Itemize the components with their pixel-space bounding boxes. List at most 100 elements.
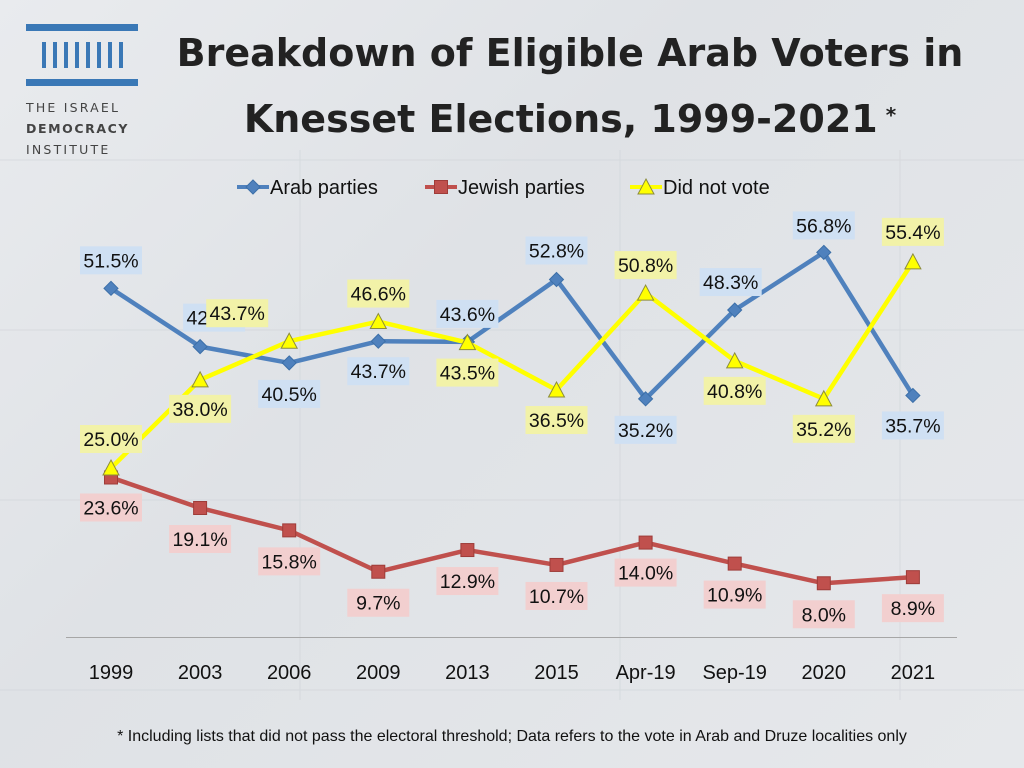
chart-title: Breakdown of Eligible Arab Voters in Kne…: [150, 22, 990, 150]
x-tick-label: Sep-19: [702, 662, 767, 684]
data-label: 25.0%: [83, 429, 138, 451]
data-point: [816, 576, 831, 591]
data-labels: 51.5%42.9%40.5%43.7%43.6%52.8%35.2%48.3%…: [80, 211, 944, 444]
data-label-background: [80, 493, 142, 522]
data-label-background: [169, 525, 232, 554]
data-point: [191, 370, 209, 388]
logo-line-3: INSTITUTE: [26, 142, 111, 157]
data-label-background: [881, 411, 944, 440]
data-point: [638, 535, 653, 550]
data-label: 35.2%: [796, 419, 851, 441]
data-label-background: [169, 394, 232, 423]
data-point: [637, 391, 654, 407]
data-label: 10.7%: [529, 586, 584, 608]
data-label-background: [699, 268, 762, 297]
data-label-background: [614, 558, 677, 587]
data-point: [636, 284, 655, 301]
idi-logo: THE ISRAEL DEMOCRACY INSTITUTE: [26, 24, 141, 160]
logo-line-2: DEMOCRACY: [26, 121, 130, 136]
x-tick-label: 2015: [534, 662, 579, 684]
data-label-background: [347, 588, 410, 617]
data-point: [725, 351, 744, 369]
data-label: 40.8%: [707, 381, 762, 403]
data-point: [905, 570, 920, 585]
data-label: 51.5%: [83, 250, 138, 272]
data-point: [193, 501, 208, 516]
x-tick-label: 2013: [445, 662, 490, 684]
data-point: [460, 543, 475, 558]
data-point: [102, 458, 120, 476]
data-point: [192, 338, 208, 355]
data-point: [727, 556, 742, 571]
data-label-background: [80, 246, 142, 275]
data-label: 10.9%: [707, 585, 762, 607]
data-point: [549, 557, 564, 572]
data-label: 55.4%: [885, 222, 940, 244]
footnote: * Including lists that did not pass the …: [117, 728, 907, 745]
data-point: [282, 523, 297, 538]
chart-title-line-2: Knesset Elections, 1999-2021: [243, 97, 878, 141]
data-point: [814, 389, 833, 407]
data-label: 14.0%: [618, 563, 673, 585]
x-tick-label: 1999: [89, 662, 134, 684]
legend-marker-diamond: [245, 179, 261, 195]
data-label: 36.5%: [529, 410, 584, 432]
data-point: [547, 380, 566, 398]
data-label-background: [792, 600, 855, 629]
data-label: 8.0%: [802, 604, 846, 626]
data-label-background: [258, 547, 321, 576]
data-label: 15.8%: [262, 551, 317, 573]
data-label-background: [881, 594, 944, 623]
data-labels: 23.6% 19.1% 15.8% 9.7% 12.9% 10.7% 14.0% 10.9% 8…: [80, 493, 944, 629]
x-tick-label: 2003: [178, 662, 223, 684]
data-label: 46.6%: [351, 284, 406, 306]
series-did-not-vote: [102, 252, 922, 476]
data-label: 38.0%: [172, 399, 227, 421]
chart-legend: Arab parties Jewish parties Did not vote: [237, 177, 770, 199]
data-label-background: [703, 376, 766, 405]
data-point: [281, 355, 297, 371]
data-point: [458, 333, 477, 351]
data-label-background: [347, 279, 410, 308]
data-label-background: [792, 211, 855, 240]
data-point: [548, 271, 565, 288]
x-tick-label: 2021: [891, 662, 936, 684]
data-point: [369, 312, 388, 330]
x-tick-label: 2006: [267, 662, 312, 684]
data-label: 43.5%: [440, 363, 495, 385]
data-point: [905, 387, 921, 404]
data-label: 52.8%: [529, 241, 584, 263]
pillars-icon: [26, 24, 138, 86]
data-point: [280, 332, 299, 349]
series-line: [109, 250, 915, 402]
data-label-background: [703, 580, 766, 609]
data-label: 35.7%: [885, 415, 940, 437]
data-point: [371, 564, 386, 579]
title-footnote-marker: *: [885, 103, 897, 127]
legend-label: Arab parties: [270, 177, 378, 199]
legend-label: Jewish parties: [458, 177, 585, 199]
chart-title-line-1: Breakdown of Eligible Arab Voters in: [176, 31, 964, 75]
data-label: 48.3%: [703, 272, 758, 294]
data-label-background: [614, 251, 677, 280]
data-label-background: [525, 236, 588, 265]
legend-marker-square: [434, 180, 448, 194]
data-label-background: [436, 358, 499, 387]
data-label-background: [258, 379, 321, 408]
data-labels: 25.0% 38.0% 43.7% 46.6% 43.5% 36.5% 50.8% 40.8%…: [80, 217, 944, 453]
data-label: 9.7%: [356, 593, 400, 615]
data-point: [370, 333, 387, 349]
data-point: [816, 244, 832, 261]
legend-marker-triangle: [637, 177, 655, 195]
data-point: [726, 302, 743, 318]
series-line: [109, 260, 915, 470]
data-label-background: [436, 567, 499, 596]
data-label: 43.6%: [440, 304, 495, 326]
data-label: 23.6%: [83, 497, 138, 519]
data-label-background: [881, 217, 944, 246]
x-tick-label: Apr-19: [616, 662, 676, 684]
data-label-background: [206, 299, 269, 328]
data-label-background: [80, 425, 142, 453]
data-label: 8.9%: [891, 598, 935, 620]
